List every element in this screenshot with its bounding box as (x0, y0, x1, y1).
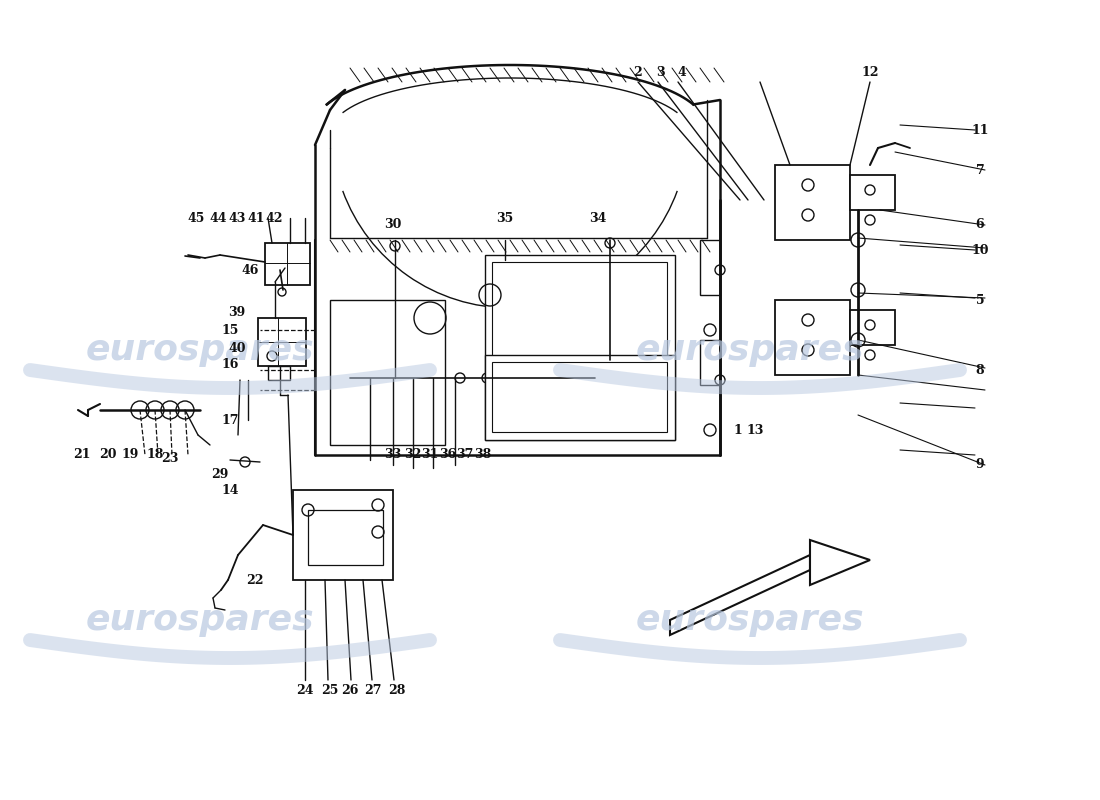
Text: 21: 21 (74, 449, 90, 462)
Text: 37: 37 (456, 449, 474, 462)
Bar (265, 243, 310, 285)
Text: 33: 33 (384, 449, 402, 462)
Bar (700, 340, 720, 385)
Bar (330, 300, 446, 445)
Text: 35: 35 (496, 211, 514, 225)
Text: 24: 24 (296, 683, 314, 697)
Text: 27: 27 (364, 683, 382, 697)
Bar (776, 165, 850, 240)
Text: 41: 41 (248, 211, 265, 225)
Bar (700, 240, 720, 295)
Text: 5: 5 (976, 294, 984, 306)
Bar (308, 510, 383, 565)
Text: 2: 2 (634, 66, 642, 79)
Bar (850, 310, 895, 345)
Text: 14: 14 (221, 483, 239, 497)
Text: 12: 12 (861, 66, 879, 79)
Text: 16: 16 (221, 358, 239, 371)
Bar (492, 262, 667, 357)
Text: 40: 40 (229, 342, 245, 354)
Text: 23: 23 (162, 451, 178, 465)
Bar (850, 175, 895, 210)
Bar (776, 300, 850, 375)
Text: eurospares: eurospares (636, 333, 865, 367)
Text: 18: 18 (146, 449, 164, 462)
Text: 43: 43 (229, 211, 245, 225)
Text: 19: 19 (121, 449, 139, 462)
Text: 36: 36 (439, 449, 456, 462)
Text: 7: 7 (976, 163, 984, 177)
Bar (258, 318, 306, 366)
Text: 26: 26 (341, 683, 359, 697)
Text: 28: 28 (388, 683, 406, 697)
Text: eurospares: eurospares (86, 603, 315, 637)
Text: eurospares: eurospares (636, 603, 865, 637)
Text: 30: 30 (384, 218, 402, 231)
Text: 44: 44 (209, 211, 227, 225)
Text: 6: 6 (976, 218, 984, 231)
Text: eurospares: eurospares (86, 333, 315, 367)
Text: 34: 34 (590, 211, 607, 225)
Text: 1: 1 (734, 423, 742, 437)
Text: 11: 11 (971, 123, 989, 137)
Bar (293, 490, 393, 580)
Polygon shape (670, 555, 810, 635)
Text: 25: 25 (321, 683, 339, 697)
Text: 15: 15 (221, 323, 239, 337)
Bar (492, 362, 667, 432)
Text: 38: 38 (474, 449, 492, 462)
Text: 31: 31 (421, 449, 439, 462)
Text: 32: 32 (405, 449, 421, 462)
Text: 8: 8 (976, 363, 984, 377)
Bar (268, 366, 290, 380)
Text: 17: 17 (221, 414, 239, 426)
Text: 42: 42 (265, 211, 283, 225)
Bar (485, 355, 675, 440)
Text: 9: 9 (976, 458, 984, 471)
Text: 45: 45 (187, 211, 205, 225)
Text: 20: 20 (99, 449, 117, 462)
Text: 3: 3 (656, 66, 664, 79)
Polygon shape (810, 540, 870, 585)
Text: 39: 39 (229, 306, 245, 318)
Bar (485, 255, 675, 440)
Text: 46: 46 (241, 263, 258, 277)
Text: 29: 29 (211, 469, 229, 482)
Text: 10: 10 (971, 243, 989, 257)
Text: 13: 13 (746, 423, 763, 437)
Text: 22: 22 (246, 574, 264, 586)
Text: 4: 4 (678, 66, 686, 79)
